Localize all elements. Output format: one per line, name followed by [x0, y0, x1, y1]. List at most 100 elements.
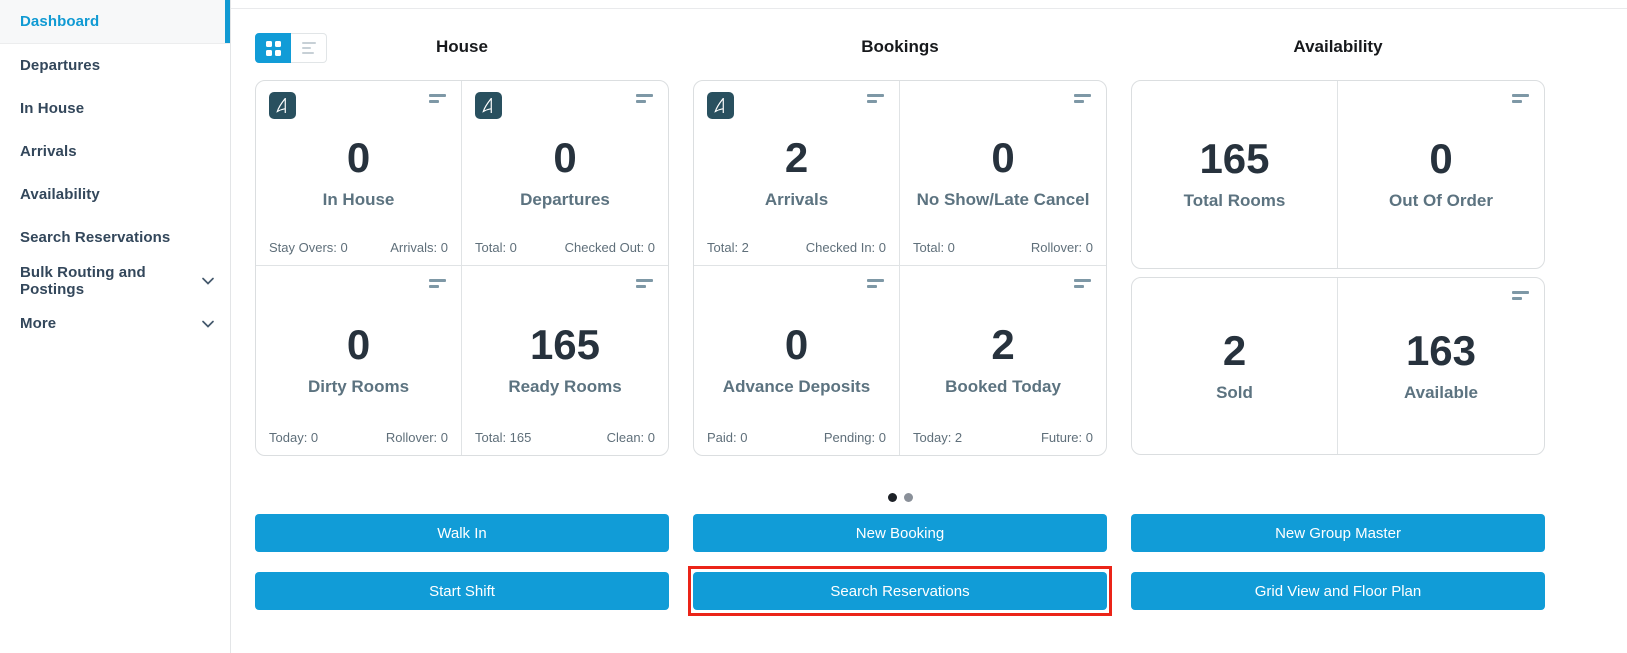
- stat-card-available: 163 Available: [1338, 278, 1544, 454]
- sidebar-item-label: More: [20, 315, 57, 332]
- substat-right: Rollover: 0: [1030, 240, 1093, 255]
- list-view-button[interactable]: [291, 33, 327, 63]
- sidebar-item-departures[interactable]: Departures: [0, 44, 230, 87]
- stat-value: 2: [784, 133, 809, 181]
- search-reservations-button[interactable]: Search Reservations: [693, 572, 1107, 610]
- sidebar-item-label: Dashboard: [20, 13, 100, 30]
- substat-right: Arrivals: 0: [390, 240, 448, 255]
- brand-logo-icon: [269, 92, 296, 119]
- carousel-dot-1[interactable]: [887, 493, 897, 502]
- substat-left: Total: 2: [707, 240, 749, 255]
- substat-right: Clean: 0: [606, 430, 655, 445]
- new-group-master-button-wrap: New Group Master: [1131, 514, 1545, 552]
- stat-substats: Total: 0 Rollover: 0: [913, 240, 1093, 255]
- action-buttons-row-2: Start Shift Search Reservations Grid View …: [255, 566, 1545, 616]
- sidebar-item-label: Departures: [20, 57, 101, 74]
- new-group-master-button[interactable]: New Group Master: [1131, 514, 1545, 552]
- stat-value: 163: [1405, 326, 1477, 374]
- sidebar-item-more[interactable]: More: [0, 302, 230, 345]
- substat-left: Paid: 0: [707, 430, 748, 445]
- section-title-house: House: [436, 37, 488, 56]
- dashboard-main: House 0 In House Stay Overs: 0 Arrivals: 0 0 D…: [231, 0, 1627, 653]
- sidebar-item-label: Arrivals: [20, 143, 77, 160]
- stat-value: 0: [553, 133, 577, 181]
- walk-in-button[interactable]: Walk In: [255, 514, 669, 552]
- stat-card-departures: 0 Departures Total: 0 Checked Out: 0: [462, 81, 668, 266]
- carousel-dot-2[interactable]: [903, 493, 913, 502]
- grid-view-button[interactable]: [255, 33, 291, 63]
- substat-right: Pending: 0: [823, 430, 886, 445]
- stat-substats: Total: 2 Checked In: 0: [707, 240, 886, 255]
- sidebar-item-bulk-routing-and-postings[interactable]: Bulk Routing and Postings: [0, 259, 230, 302]
- grid-view-and-floor-plan-button-wrap: Grid View and Floor Plan: [1131, 572, 1545, 610]
- stat-card-ready-rooms: 165 Ready Rooms Total: 165 Clean: 0: [462, 266, 668, 455]
- card-menu-icon[interactable]: [867, 279, 884, 288]
- availability-row-2: 2 Sold 163 Available: [1131, 277, 1545, 455]
- stat-label: Out Of Order: [1389, 191, 1493, 210]
- card-menu-icon[interactable]: [429, 94, 446, 103]
- sidebar-item-label: Search Reservations: [20, 229, 171, 246]
- grid-view-and-floor-plan-button[interactable]: Grid View and Floor Plan: [1131, 572, 1545, 610]
- stat-value: 165: [1199, 135, 1270, 182]
- stat-label: No Show/Late Cancel: [916, 189, 1090, 209]
- house-card-grid: 0 In House Stay Overs: 0 Arrivals: 0 0 Depart…: [255, 80, 669, 456]
- stat-label: In House: [322, 189, 395, 209]
- stat-label: Ready Rooms: [508, 377, 622, 396]
- new-booking-button[interactable]: New Booking: [693, 514, 1107, 552]
- sidebar-item-label: In House: [20, 100, 85, 117]
- stat-substats: Today: 0 Rollover: 0: [269, 430, 448, 445]
- sidebar-item-dashboard[interactable]: Dashboard: [0, 0, 230, 44]
- stat-label: Sold: [1216, 382, 1253, 402]
- stat-card-in-house: 0 In House Stay Overs: 0 Arrivals: 0: [256, 81, 462, 266]
- substat-right: Future: 0: [1040, 430, 1093, 445]
- chevron-down-icon: [200, 273, 216, 289]
- section-house: House 0 In House Stay Overs: 0 Arrivals: 0 0 D…: [255, 36, 669, 456]
- card-menu-icon[interactable]: [1074, 94, 1091, 103]
- chevron-down-icon: [200, 316, 216, 332]
- substat-left: Stay Overs: 0: [269, 240, 348, 255]
- carousel-dots: [255, 493, 1545, 502]
- sidebar: Dashboard Departures In House Arrivals Avail…: [0, 0, 231, 653]
- substat-left: Total: 165: [475, 430, 532, 445]
- sidebar-item-availability[interactable]: Availability: [0, 173, 230, 216]
- card-menu-icon[interactable]: [429, 279, 446, 288]
- substat-left: Today: 2: [913, 430, 963, 445]
- walk-in-button-wrap: Walk In: [255, 514, 669, 552]
- stat-label: Arrivals: [764, 189, 829, 209]
- start-shift-button[interactable]: Start Shift: [255, 572, 669, 610]
- sidebar-item-in-house[interactable]: In House: [0, 87, 230, 130]
- substat-right: Checked In: 0: [805, 240, 886, 255]
- substat-left: Total: 0: [913, 240, 955, 255]
- dashboard-sections: House 0 In House Stay Overs: 0 Arrivals: 0 0 D…: [255, 0, 1545, 456]
- stat-card-booked-today: 2 Booked Today Today: 2 Future: 0: [900, 266, 1106, 455]
- card-menu-icon[interactable]: [636, 94, 653, 103]
- sidebar-item-label: Bulk Routing and Postings: [20, 263, 146, 298]
- grid-view-icon: [265, 40, 281, 56]
- stat-substats: Today: 2 Future: 0: [913, 430, 1093, 445]
- availability-rows: 165 Total Rooms 0 Out Of Order 2 Sold 163 Avail…: [1131, 80, 1545, 455]
- stat-card-no-show-late-cancel: 0 No Show/Late Cancel Total: 0 Rollover: 0: [900, 81, 1106, 266]
- stat-value: 2: [1222, 326, 1247, 374]
- stat-card-arrivals: 2 Arrivals Total: 2 Checked In: 0: [694, 81, 900, 266]
- section-availability: Availability 165 Total Rooms 0 Out Of Order 2…: [1131, 36, 1545, 456]
- section-title-bookings: Bookings: [861, 37, 939, 56]
- view-toggle: [255, 33, 327, 63]
- section-bookings: Bookings 2 Arrivals Total: 2 Checked In: 0 0 N…: [693, 36, 1107, 456]
- start-shift-button-wrap: Start Shift: [255, 572, 669, 610]
- new-booking-button-wrap: New Booking: [693, 514, 1107, 552]
- card-menu-icon[interactable]: [1074, 279, 1091, 288]
- action-buttons-row-1: Walk In New Booking New Group Master: [255, 514, 1545, 552]
- stat-label: Dirty Rooms: [307, 377, 410, 396]
- stat-value: 0: [991, 133, 1015, 181]
- sidebar-item-search-reservations[interactable]: Search Reservations: [0, 216, 230, 259]
- card-menu-icon[interactable]: [1512, 291, 1529, 300]
- card-menu-icon[interactable]: [636, 279, 653, 288]
- sidebar-item-arrivals[interactable]: Arrivals: [0, 130, 230, 173]
- card-menu-icon[interactable]: [1512, 94, 1529, 103]
- stat-label: Available: [1403, 382, 1479, 402]
- card-menu-icon[interactable]: [867, 94, 884, 103]
- substat-right: Checked Out: 0: [564, 240, 655, 255]
- stat-substats: Total: 165 Clean: 0: [475, 430, 655, 445]
- stat-card-total-rooms: 165 Total Rooms: [1132, 81, 1338, 268]
